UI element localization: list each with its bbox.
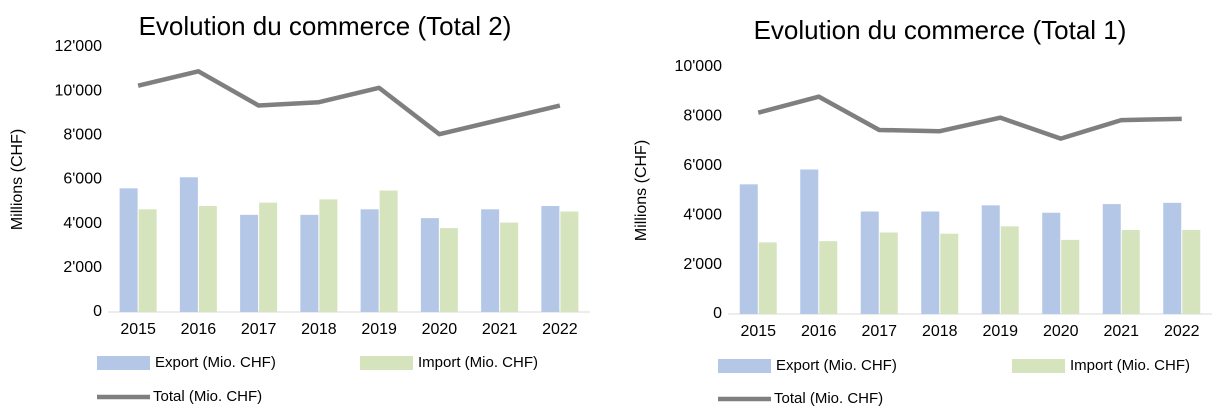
- bar: [379, 190, 398, 312]
- legend-label: Total (Mio. CHF): [153, 388, 262, 405]
- bar: [739, 184, 758, 314]
- x-tick-label: 2015: [120, 321, 156, 338]
- y-tick-label: 0: [93, 303, 102, 320]
- bar: [481, 209, 500, 312]
- legend-label: Import (Mio. CHF): [1070, 357, 1190, 374]
- bar: [541, 206, 560, 312]
- x-tick-label: 2022: [1164, 323, 1200, 340]
- legend-swatch: [718, 359, 771, 373]
- bar: [560, 211, 579, 312]
- bar: [940, 233, 959, 314]
- bar: [860, 211, 879, 314]
- y-tick-label: 2'000: [63, 259, 102, 276]
- y-tick-label: 8'000: [683, 108, 722, 125]
- y-tick-label: 12'000: [54, 38, 102, 55]
- bar: [500, 222, 519, 312]
- x-tick-label: 2017: [861, 323, 897, 340]
- bar: [300, 214, 319, 312]
- bar: [439, 228, 458, 312]
- y-tick-label: 4'000: [683, 206, 722, 223]
- y-tick-label: 8'000: [63, 127, 102, 144]
- x-tick-label: 2022: [542, 321, 578, 338]
- bar: [921, 211, 940, 314]
- bar: [981, 205, 1000, 314]
- x-tick-label: 2021: [1103, 323, 1139, 340]
- legend-swatch: [360, 356, 413, 370]
- x-tick-label: 2015: [740, 323, 776, 340]
- x-tick-label: 2017: [241, 321, 277, 338]
- bar: [259, 202, 278, 312]
- x-tick-label: 2020: [1043, 323, 1079, 340]
- bar: [319, 199, 338, 312]
- legend-label: Total (Mio. CHF): [774, 390, 883, 407]
- x-tick-label: 2016: [801, 323, 837, 340]
- x-tick-label: 2018: [922, 323, 958, 340]
- x-tick-label: 2019: [361, 321, 397, 338]
- bar: [1000, 226, 1019, 314]
- bar: [1182, 230, 1201, 314]
- bar: [119, 188, 138, 312]
- legend-label: Export (Mio. CHF): [776, 357, 897, 374]
- bar: [420, 218, 439, 312]
- bar: [1061, 239, 1080, 314]
- bar: [1042, 212, 1061, 314]
- bar: [1121, 230, 1140, 314]
- bar: [179, 177, 198, 312]
- legend-swatch: [1012, 359, 1065, 373]
- bar: [800, 169, 819, 314]
- bar: [819, 241, 838, 314]
- line: [757, 94, 1182, 141]
- bar: [240, 214, 259, 312]
- x-tick-label: 2018: [301, 321, 337, 338]
- y-tick-label: 2'000: [683, 256, 722, 273]
- y-tick-label: 4'000: [63, 215, 102, 232]
- legend-label: Export (Mio. CHF): [155, 354, 276, 371]
- line: [137, 69, 561, 137]
- bar: [879, 232, 898, 314]
- bar: [758, 242, 777, 314]
- y-tick-label: 10'000: [674, 58, 722, 75]
- bar: [1102, 204, 1121, 314]
- x-tick-label: 2021: [482, 321, 518, 338]
- y-tick-label: 10'000: [54, 82, 102, 99]
- chart-title: Evolution du commerce (Total 2): [139, 11, 512, 41]
- bar: [1163, 202, 1182, 314]
- x-tick-label: 2016: [181, 321, 217, 338]
- legend-label: Import (Mio. CHF): [418, 354, 538, 371]
- bar: [198, 206, 217, 312]
- y-tick-label: 6'000: [683, 157, 722, 174]
- bar: [138, 209, 157, 312]
- y-tick-label: 6'000: [63, 171, 102, 188]
- legend-swatch: [97, 356, 150, 370]
- y-tick-label: 0: [713, 305, 722, 322]
- x-tick-label: 2019: [982, 323, 1018, 340]
- y-axis-label: Millions (CHF): [9, 129, 26, 230]
- y-axis-label: Millions (CHF): [633, 140, 650, 241]
- bar: [360, 209, 379, 312]
- x-tick-label: 2020: [422, 321, 458, 338]
- chart-title: Evolution du commerce (Total 1): [754, 15, 1127, 45]
